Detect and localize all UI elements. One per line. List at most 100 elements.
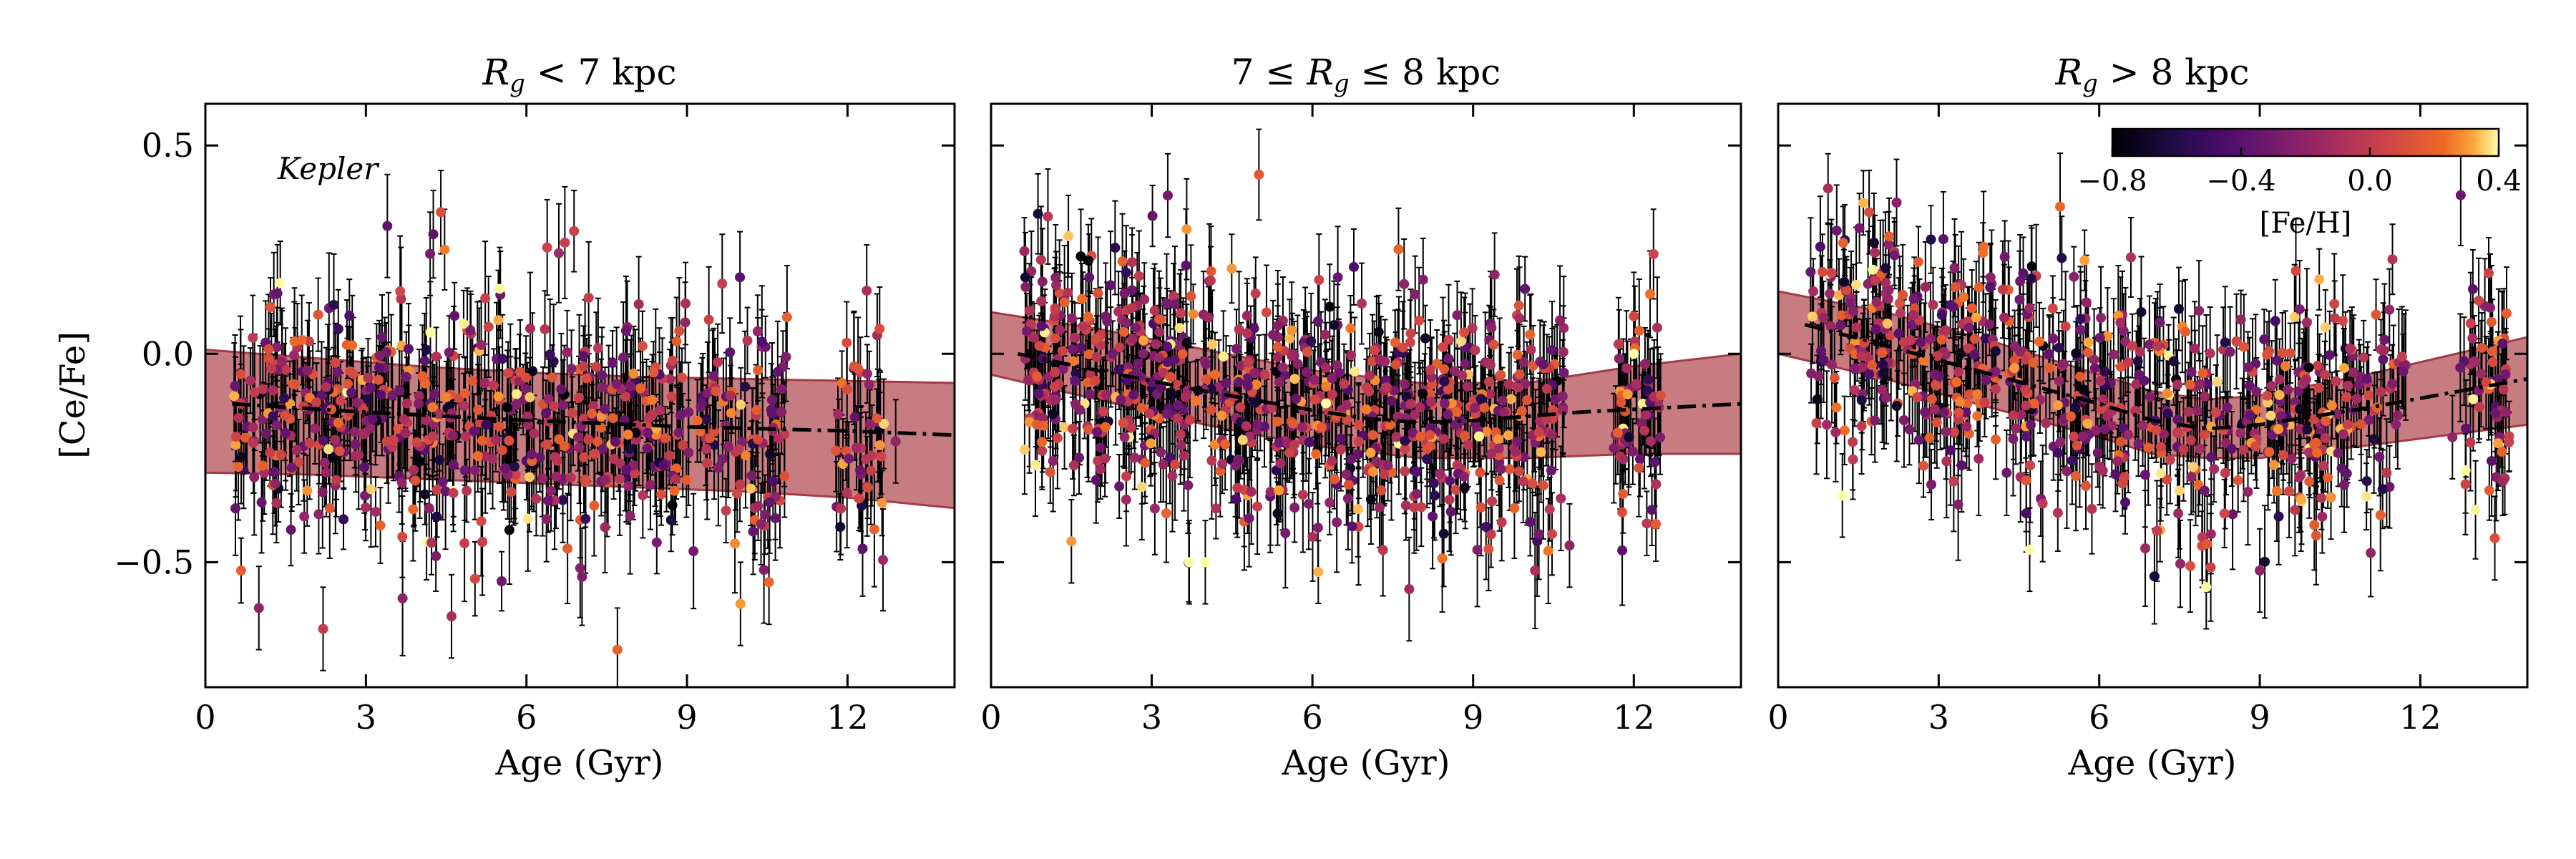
data-point <box>2262 390 2273 401</box>
data-point <box>2323 472 2333 483</box>
data-point <box>397 593 408 603</box>
data-point <box>2368 434 2379 445</box>
data-point <box>1990 384 2001 394</box>
data-point <box>1327 389 1337 399</box>
data-point <box>1077 293 1088 304</box>
data-point <box>1066 313 1077 324</box>
data-point <box>1030 460 1041 470</box>
data-point <box>480 293 491 304</box>
data-point <box>1904 424 1915 435</box>
ticks: 0 3 6 9 12 0.5 0.0 −0.5 <box>114 104 955 737</box>
data-point <box>397 531 408 542</box>
data-point <box>559 441 570 452</box>
data-point <box>1306 336 1317 346</box>
data-point <box>321 467 332 478</box>
data-point <box>1241 311 1252 321</box>
data-point <box>1342 493 1353 504</box>
data-point <box>1303 498 1314 509</box>
data-point <box>1068 423 1078 434</box>
data-point <box>651 537 662 548</box>
data-point <box>1036 321 1047 331</box>
data-point <box>1038 413 1048 424</box>
data-point <box>2149 571 2160 582</box>
data-point <box>1297 490 1308 500</box>
data-point <box>1272 352 1283 363</box>
data-point <box>548 401 559 412</box>
data-point <box>326 404 336 414</box>
data-point <box>1362 382 1372 393</box>
data-point <box>680 298 691 309</box>
data-point <box>1347 521 1357 532</box>
data-point <box>1999 251 2010 262</box>
data-point <box>1530 565 1541 576</box>
data-point <box>1118 326 1129 337</box>
data-point <box>671 463 682 474</box>
data-point <box>1522 395 1533 406</box>
data-point <box>1926 234 1936 245</box>
data-point <box>543 495 554 506</box>
data-point <box>1319 329 1330 340</box>
data-point <box>1218 351 1229 362</box>
data-point <box>2338 363 2349 374</box>
data-point <box>2343 380 2353 391</box>
data-point <box>1164 452 1175 463</box>
data-point <box>673 427 684 438</box>
data-point <box>1052 432 1063 443</box>
data-point <box>1177 349 1188 359</box>
data-point <box>665 374 675 384</box>
data-point <box>1533 427 1544 437</box>
data-point <box>2366 548 2376 558</box>
data-point <box>480 451 491 462</box>
data-point <box>1119 432 1130 442</box>
data-point <box>2044 349 2054 359</box>
data-point <box>1487 496 1498 507</box>
data-point <box>2054 376 2064 387</box>
data-point <box>529 428 540 439</box>
data-point <box>1859 338 1870 349</box>
x-tick-label: 12 <box>1613 698 1655 737</box>
data-point <box>2255 566 2265 576</box>
data-point <box>1149 305 1160 316</box>
data-point <box>557 400 568 411</box>
data-point <box>1974 282 1984 293</box>
data-point <box>1321 398 1332 409</box>
data-point <box>428 229 439 240</box>
data-point <box>2487 346 2498 356</box>
data-point <box>557 495 568 505</box>
data-point <box>2504 431 2514 442</box>
data-point <box>2069 431 2079 442</box>
data-point <box>781 351 791 362</box>
data-point <box>753 434 763 445</box>
data-point <box>2270 316 2280 326</box>
data-point <box>270 478 280 489</box>
data-point <box>2363 390 2374 401</box>
data-point <box>861 454 872 465</box>
data-point <box>567 408 577 419</box>
data-point <box>2190 343 2200 354</box>
data-point <box>1848 306 1859 317</box>
data-point <box>2477 342 2487 353</box>
data-point <box>2152 525 2162 536</box>
data-point <box>2341 392 2352 402</box>
data-point <box>1928 299 1938 310</box>
data-point <box>2200 391 2210 402</box>
data-point <box>2015 276 2026 286</box>
data-point <box>862 482 873 493</box>
data-point <box>641 419 652 430</box>
data-point <box>2361 491 2372 502</box>
data-point <box>751 404 762 415</box>
x-tick-label: 6 <box>2089 698 2109 737</box>
data-point <box>1555 315 1566 326</box>
data-point <box>2250 359 2261 369</box>
colorbar-tick-label: −0.8 <box>2077 165 2147 198</box>
data-point <box>2053 447 2064 458</box>
data-point <box>2020 354 2031 365</box>
data-point <box>1496 369 1506 380</box>
data-point <box>1101 422 1111 432</box>
data-point <box>2096 313 2107 324</box>
data-point <box>1958 291 1969 302</box>
data-point <box>1483 544 1494 555</box>
data-point <box>2183 407 2194 417</box>
data-point <box>1494 475 1505 486</box>
data-point <box>2348 367 2359 378</box>
